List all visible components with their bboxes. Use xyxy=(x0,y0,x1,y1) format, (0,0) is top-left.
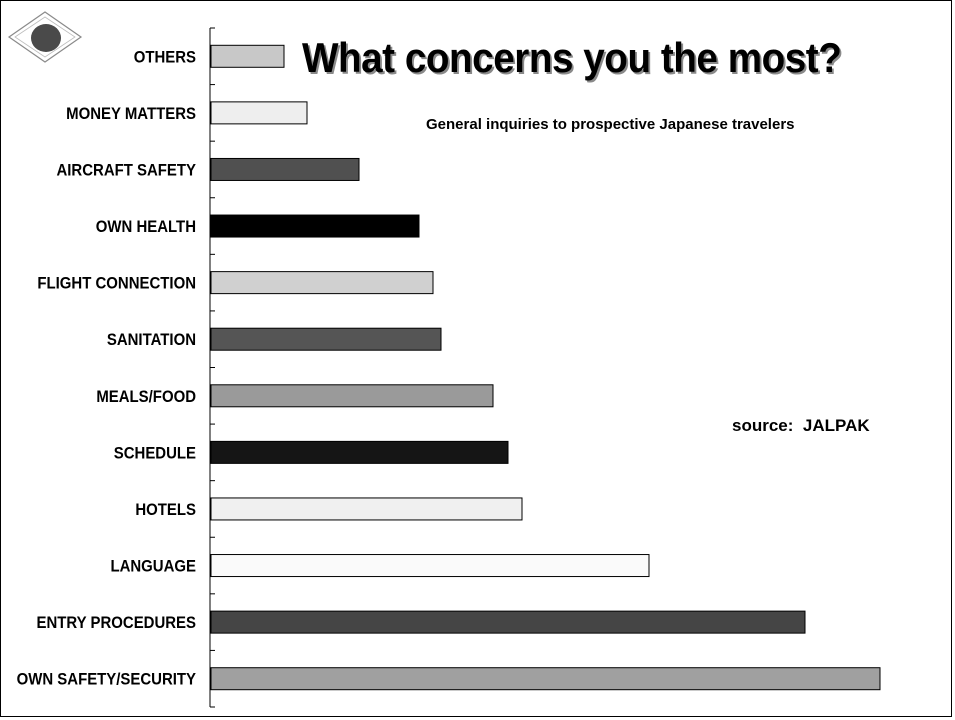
bar xyxy=(210,157,360,181)
category-label: MEALS/FOOD xyxy=(96,388,196,406)
category-label: OTHERS xyxy=(134,48,197,66)
bar xyxy=(210,440,509,464)
source-label: source: xyxy=(732,416,794,435)
category-label: SANITATION xyxy=(107,331,196,349)
bar xyxy=(210,667,881,691)
category-label: OWN SAFETY/SECURITY xyxy=(17,671,197,689)
bar xyxy=(210,554,650,578)
category-label: OWN HEALTH xyxy=(96,218,196,236)
logo-eye-circle xyxy=(31,24,61,52)
bar xyxy=(210,327,442,351)
page-title: What concerns you the most? xyxy=(302,34,842,81)
diamond-eye-logo-icon xyxy=(7,11,83,63)
source-value: JALPAK xyxy=(802,416,870,435)
bar xyxy=(210,44,285,68)
bar xyxy=(210,271,434,295)
category-label: FLIGHT CONNECTION xyxy=(37,275,196,293)
page-subtitle: General inquiries to prospective Japanes… xyxy=(426,116,795,133)
bar xyxy=(210,610,806,634)
bar xyxy=(210,384,494,408)
bar xyxy=(210,214,420,238)
category-label: LANGUAGE xyxy=(110,558,196,576)
category-label: MONEY MATTERS xyxy=(66,105,196,123)
source-note: source: JALPAK xyxy=(732,416,870,436)
category-label: HOTELS xyxy=(135,501,196,519)
logo-diamond-inner xyxy=(14,16,76,58)
category-label: SCHEDULE xyxy=(114,445,197,463)
bar xyxy=(210,497,523,521)
category-label: AIRCRAFT SAFETY xyxy=(56,162,196,180)
category-label: ENTRY PROCEDURES xyxy=(37,614,197,632)
bar xyxy=(210,101,308,125)
